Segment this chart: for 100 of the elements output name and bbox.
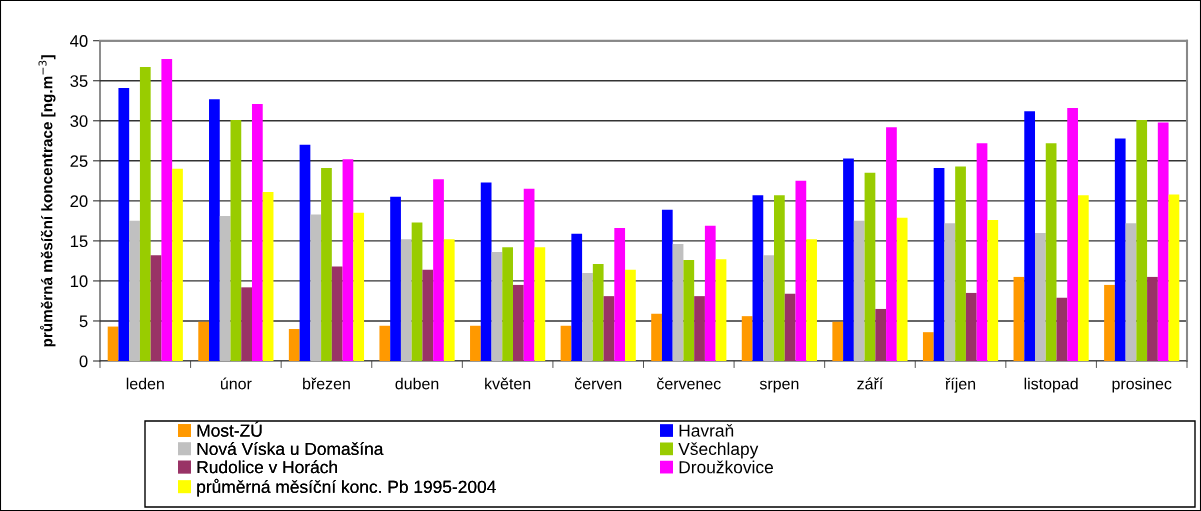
bar <box>172 168 183 361</box>
bar <box>987 220 999 361</box>
bar <box>353 212 365 361</box>
bar <box>832 321 844 361</box>
bar <box>230 119 242 361</box>
bar <box>843 158 854 361</box>
bar <box>198 321 210 361</box>
y-tick-label: 35 <box>70 75 88 87</box>
bar <box>1157 122 1169 361</box>
bar <box>400 239 412 361</box>
bar <box>864 172 876 361</box>
bar <box>342 159 354 361</box>
x-tick-label: září <box>857 377 884 390</box>
bar <box>288 328 300 361</box>
bar <box>1136 119 1148 361</box>
x-tick-label: březen <box>303 377 350 390</box>
bar <box>379 325 391 361</box>
bar <box>129 220 140 361</box>
bar <box>715 259 727 361</box>
bar <box>1147 276 1158 361</box>
bar <box>150 255 162 361</box>
x-tick-label: červen <box>574 377 622 390</box>
bar <box>1125 223 1137 361</box>
bar <box>560 325 572 361</box>
bar <box>672 244 684 361</box>
y-tick-label: 20 <box>70 195 88 208</box>
legend-label: Droužkovice <box>679 460 773 474</box>
bar <box>1114 138 1126 361</box>
legend-label: Most-ZÚ <box>197 421 262 437</box>
bar <box>480 182 492 361</box>
y-tick-label: 15 <box>70 235 88 248</box>
bar <box>853 220 865 361</box>
bar <box>513 284 524 361</box>
bar <box>502 247 513 361</box>
bar <box>470 325 481 361</box>
legend-label: Všechlapy <box>678 442 759 459</box>
bar <box>795 180 807 361</box>
y-tick-label: 10 <box>70 275 88 288</box>
bar <box>965 292 977 361</box>
bar <box>886 127 897 361</box>
bar <box>321 168 332 361</box>
bar <box>390 196 401 361</box>
bar <box>976 143 988 361</box>
bar <box>875 308 887 361</box>
bar <box>1045 143 1057 361</box>
x-tick-label: květen <box>485 377 531 390</box>
bar <box>139 67 151 361</box>
bar <box>1077 195 1089 361</box>
x-tick-label: únor <box>220 377 252 390</box>
bar <box>411 222 423 361</box>
bar <box>241 287 252 361</box>
bar <box>1056 297 1068 361</box>
bar <box>209 99 220 361</box>
bar <box>944 223 956 361</box>
y-tick-label: 40 <box>70 35 88 47</box>
x-tick-label: říjen <box>945 377 976 393</box>
x-tick-label: prosinec <box>1112 377 1172 393</box>
bar <box>752 195 764 361</box>
bar <box>1035 232 1046 361</box>
bar <box>763 255 774 361</box>
bar <box>299 144 311 361</box>
bar <box>251 103 263 361</box>
bar <box>694 296 705 361</box>
y-tick-label: 0 <box>79 355 88 368</box>
bar <box>933 168 945 361</box>
bar <box>614 228 626 361</box>
bar <box>118 87 130 361</box>
x-tick-label: duben <box>395 377 439 390</box>
bar <box>784 293 796 361</box>
bar <box>661 209 673 361</box>
bar <box>433 179 444 361</box>
bar <box>523 188 535 361</box>
bar <box>955 166 966 361</box>
bar <box>582 272 593 361</box>
bar <box>331 266 343 361</box>
bar <box>1013 276 1025 361</box>
bar <box>603 296 615 361</box>
x-tick-label: srpen <box>759 380 799 393</box>
bar <box>107 326 119 361</box>
x-tick-label: leden <box>126 377 164 390</box>
bar <box>592 264 604 361</box>
bar <box>1024 111 1036 361</box>
bar <box>774 195 785 361</box>
legend-label: Havraň <box>679 423 734 437</box>
bar <box>262 192 274 361</box>
bar <box>683 260 695 361</box>
y-tick-label: 25 <box>70 155 88 168</box>
legend-label: Nová Víska u Domašína <box>197 442 384 456</box>
y-tick-label: 5 <box>79 315 88 328</box>
bar <box>625 269 636 361</box>
bar <box>1168 194 1180 361</box>
bar <box>310 214 322 361</box>
bar <box>741 316 753 361</box>
legend-label: Rudolice v Horách <box>197 460 337 474</box>
legend-label: průměrná měsíční konc. Pb 1995-2004 <box>197 478 496 497</box>
bar <box>491 252 503 361</box>
bar <box>806 239 817 361</box>
bar <box>571 233 583 361</box>
bar <box>443 239 455 361</box>
bar <box>219 216 231 361</box>
